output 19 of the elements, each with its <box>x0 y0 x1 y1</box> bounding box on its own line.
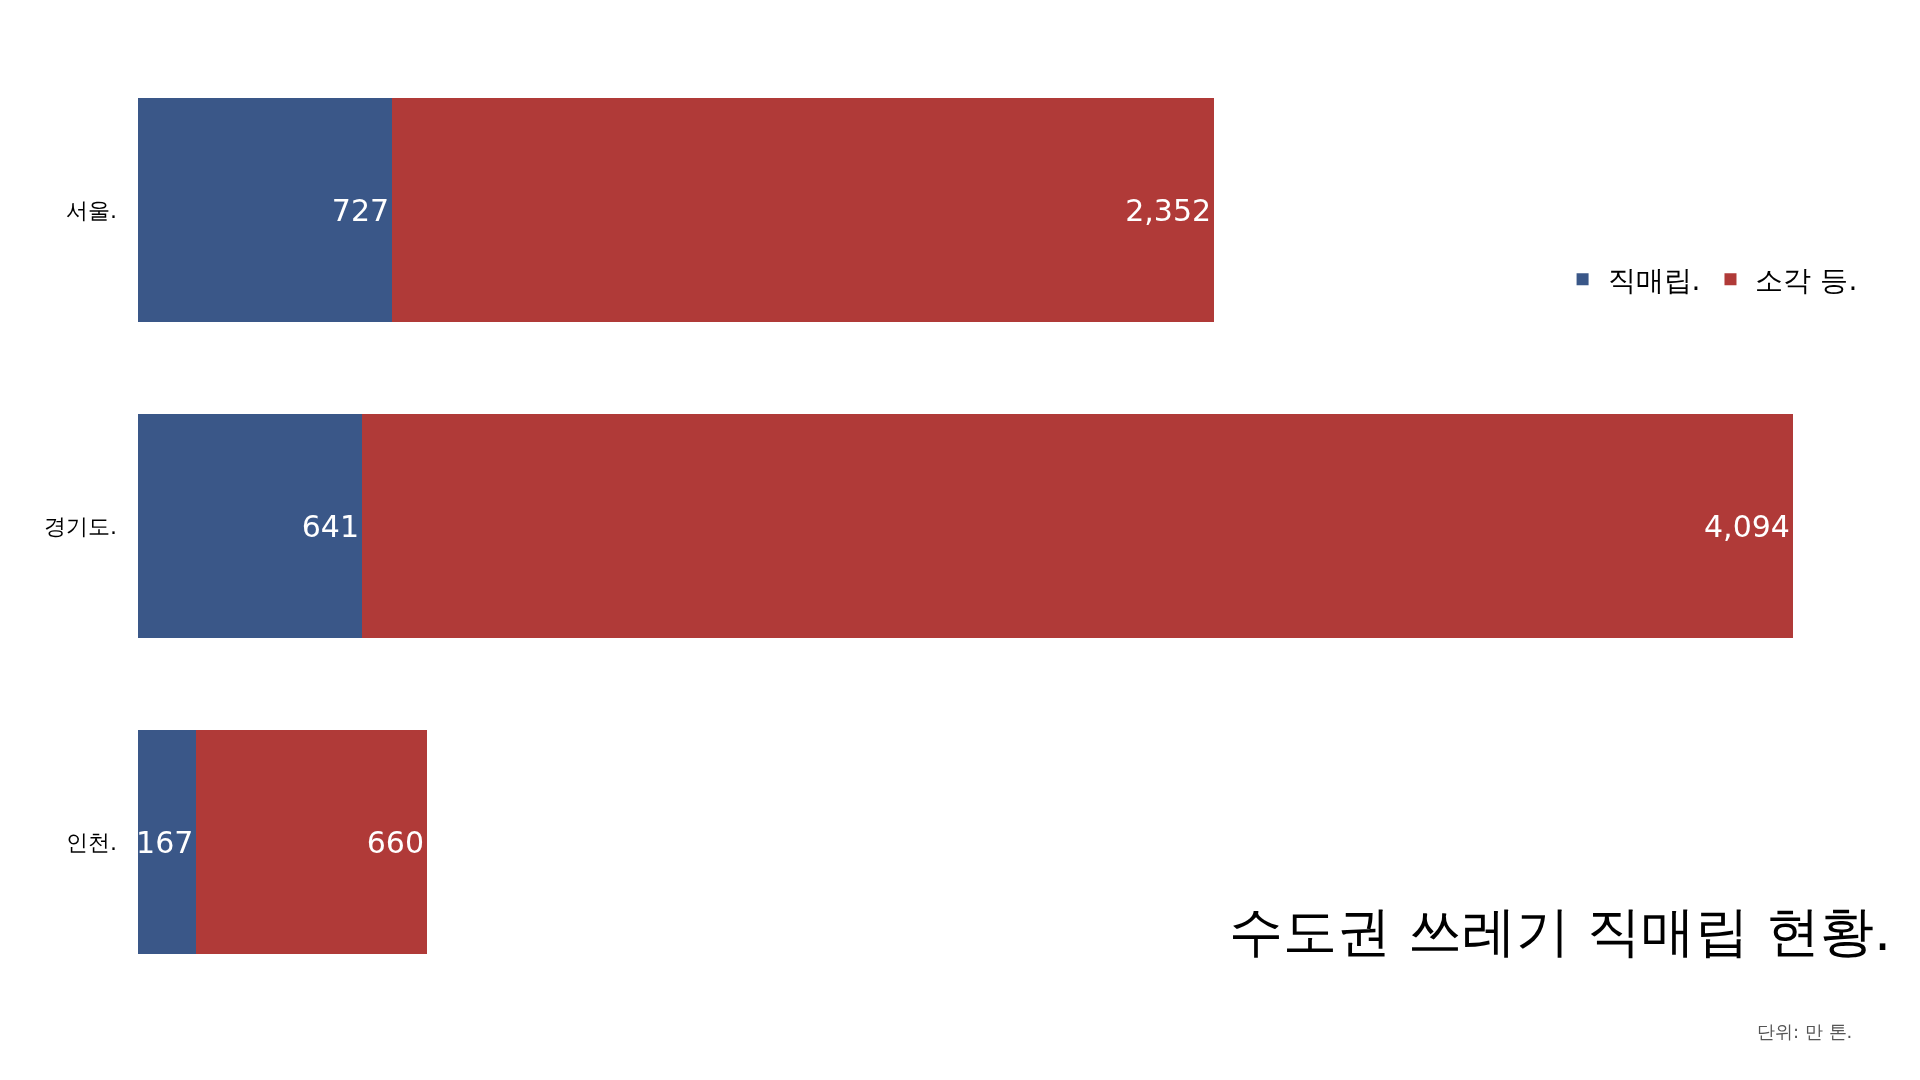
bar <box>392 97 1215 323</box>
bar <box>362 413 1793 639</box>
legend-label: 소각 등. <box>1755 264 1858 298</box>
bar <box>138 729 197 955</box>
text: 수도권 쓰레기 직매립 현황. <box>1228 900 1892 964</box>
data-label: 727 <box>331 192 390 228</box>
data-label: 660 <box>366 824 425 860</box>
bar <box>196 729 428 955</box>
data-label: 167 <box>136 824 194 860</box>
y-tick-label: 인천. <box>66 829 117 855</box>
text: 단위: 만 톤. <box>1757 1021 1853 1042</box>
data-label: 641 <box>301 508 360 544</box>
bar <box>138 97 393 323</box>
legend-label: 직매립. <box>1607 264 1701 298</box>
y-tick-label: 서울. <box>66 197 117 223</box>
y-tick-label: 경기도. <box>44 513 117 539</box>
bar <box>138 413 363 639</box>
data-label: 2,352 <box>1125 192 1212 228</box>
data-label: 4,094 <box>1704 508 1790 544</box>
